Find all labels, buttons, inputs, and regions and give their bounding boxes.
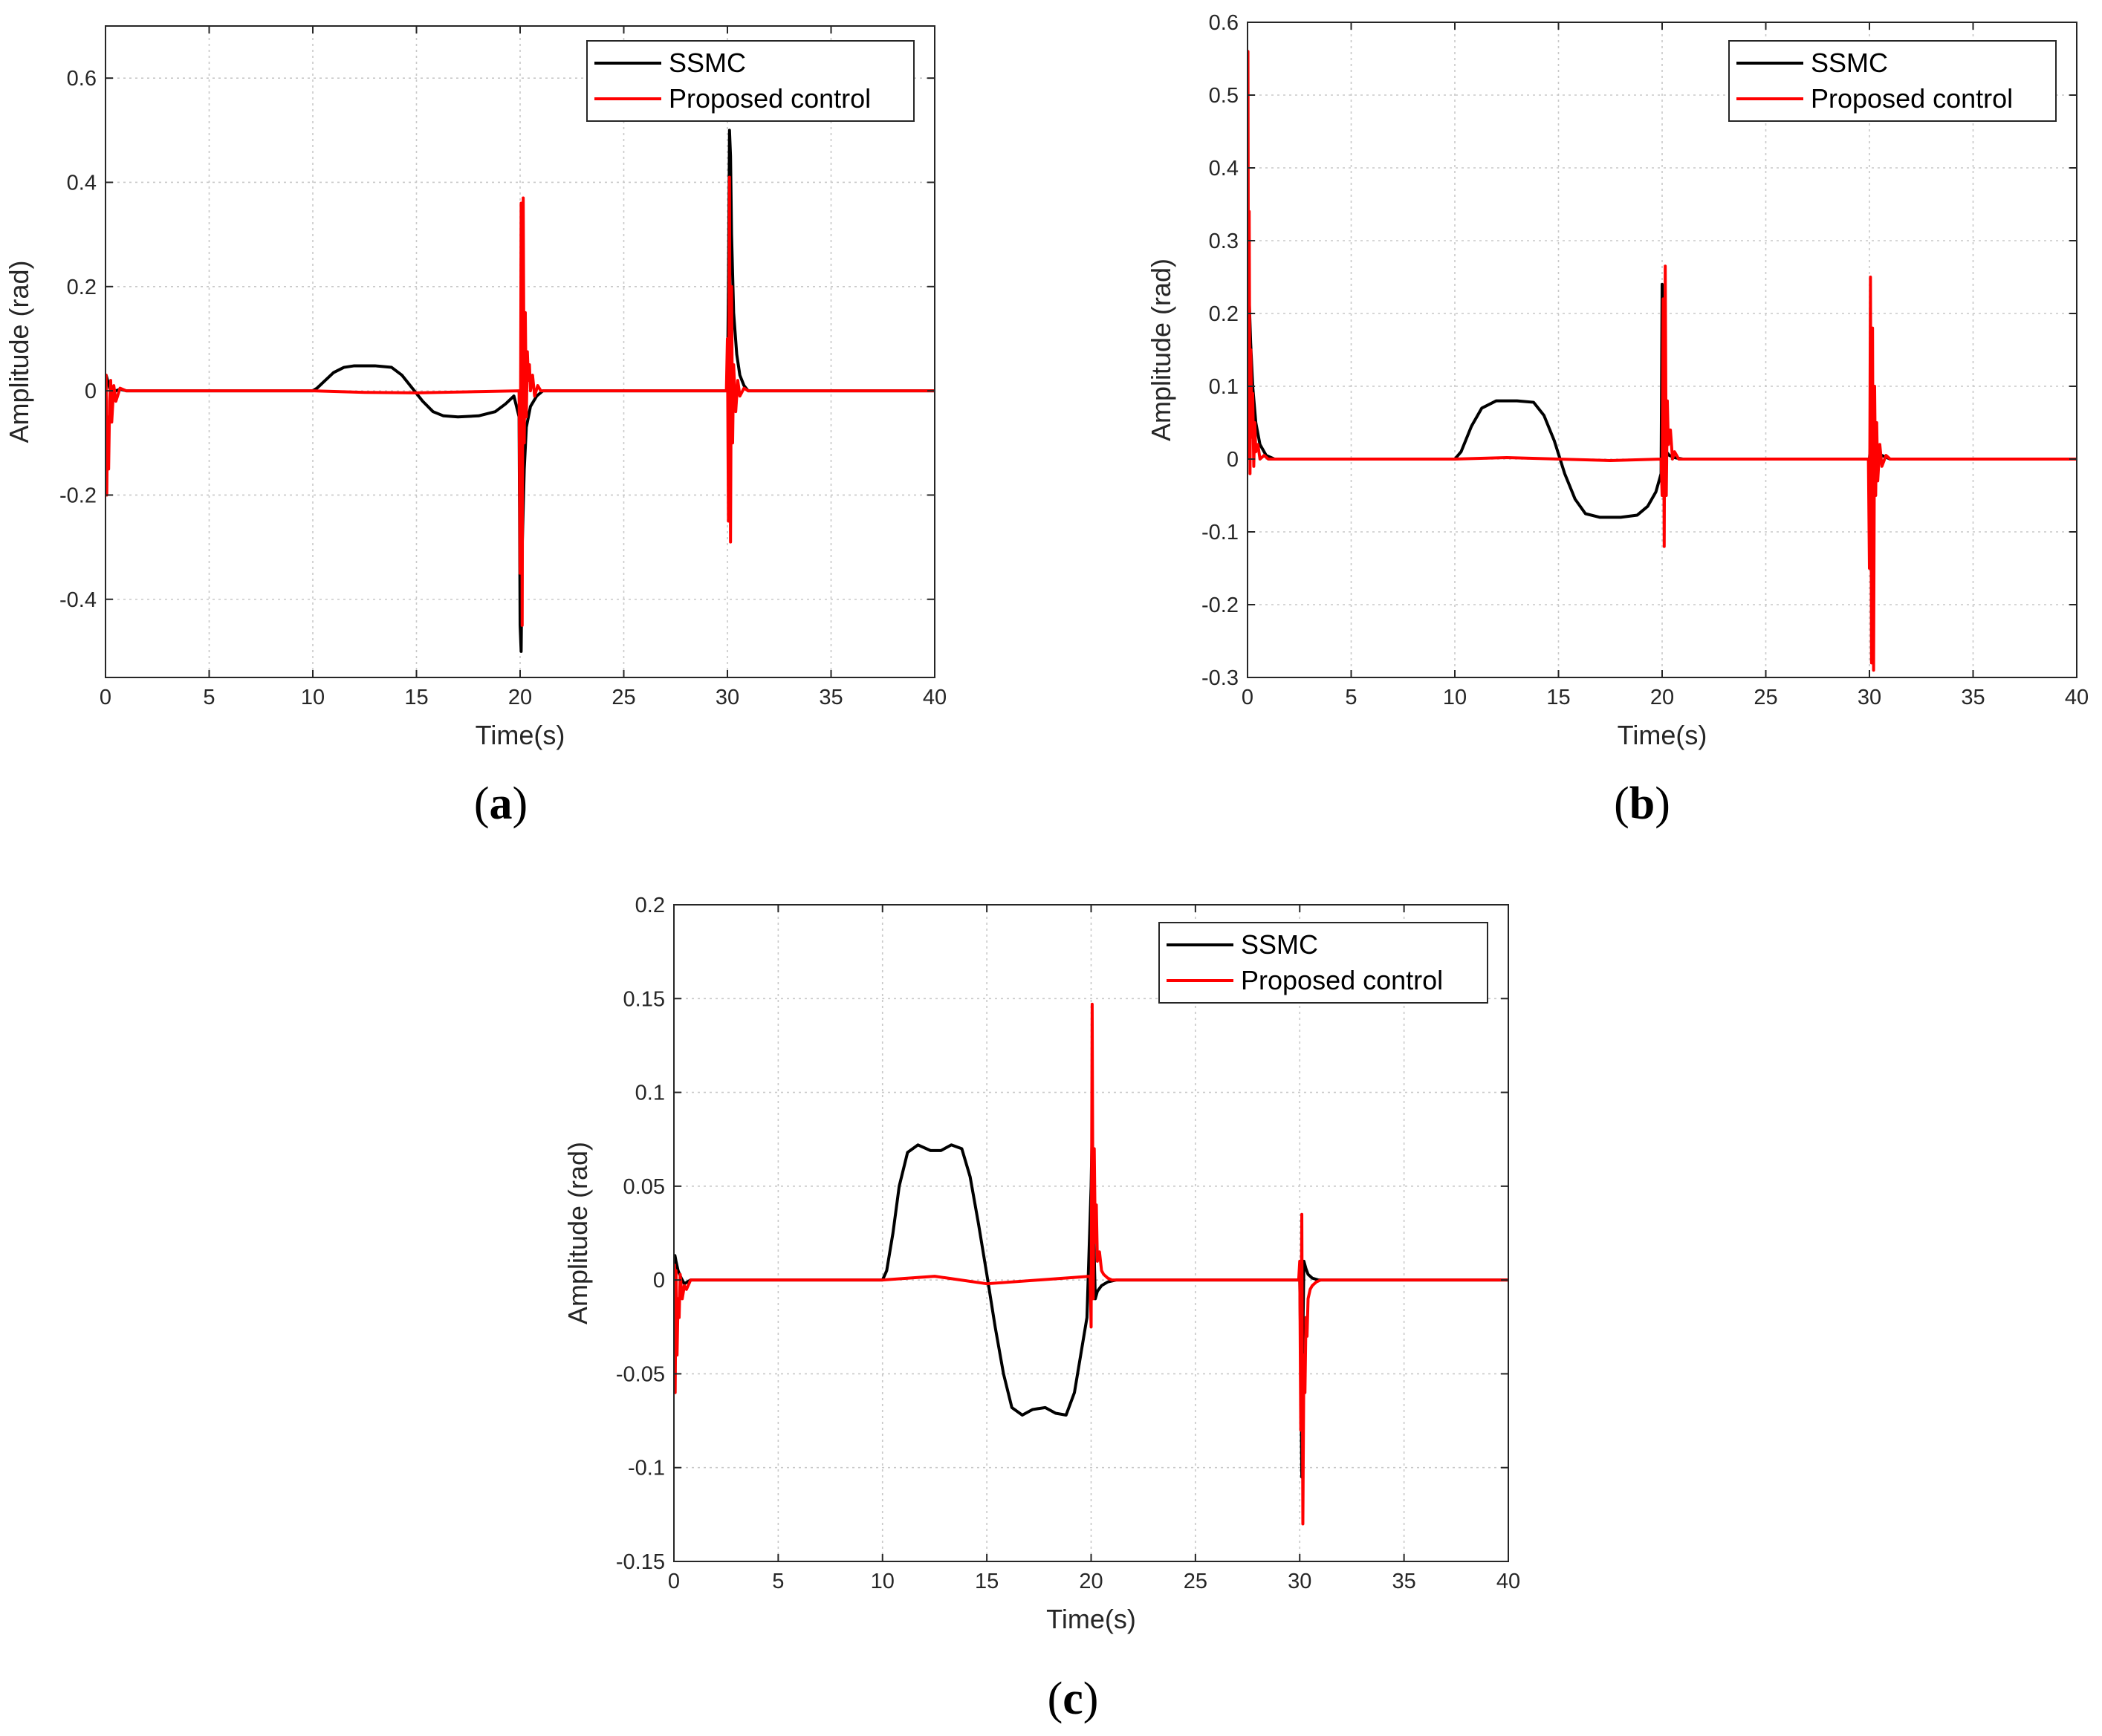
- y-tick-label: 0.1: [1209, 375, 1239, 399]
- x-tick-label: 35: [1961, 686, 1985, 709]
- y-axis-label: Amplitude (rad): [4, 260, 34, 443]
- legend-label: Proposed control: [1241, 965, 1443, 995]
- x-axis-label: Time(s): [1046, 1604, 1136, 1634]
- legend-label: SSMC: [1241, 929, 1318, 960]
- series-line-proposed-control: [1248, 50, 2077, 672]
- y-axis-label: Amplitude (rad): [562, 1142, 593, 1324]
- x-tick-label: 0: [1242, 686, 1253, 709]
- panel-b-caption: (b): [1614, 778, 1670, 829]
- x-tick-label: 35: [819, 686, 843, 709]
- y-tick-label: 0.3: [1209, 230, 1239, 253]
- x-tick-label: 20: [1079, 1570, 1103, 1593]
- x-tick-label: 40: [923, 686, 947, 709]
- y-axis-label: Amplitude (rad): [1146, 259, 1176, 441]
- legend-label: Proposed control: [669, 83, 871, 114]
- y-tick-label: 0: [85, 380, 97, 403]
- x-tick-label: 25: [612, 686, 635, 709]
- y-tick-label: -0.1: [628, 1457, 665, 1480]
- series-line-proposed-control: [106, 175, 935, 627]
- legend-label: SSMC: [669, 48, 746, 78]
- x-tick-label: 10: [871, 1570, 895, 1593]
- panel-c: 0 5 10 15 20 25 30 35 40 -0.15 -0.1 -0.05 0 0.05 0.1 0.…: [562, 894, 1520, 1724]
- plot-b: 0 5 10 15 20 25 30 35 40 -0.3 -0.2 -0.1 0 0.1 0.2 0.3 0.…: [1146, 11, 2089, 750]
- plot-a: 0 5 10 15 20 25 30 35 40 -0.4 -0.2 0 0.2 0.4 0.6 Time(s…: [4, 25, 947, 750]
- panel-b: 0 5 10 15 20 25 30 35 40 -0.3 -0.2 -0.1 0 0.1 0.2 0.3 0.…: [1146, 11, 2089, 829]
- x-axis-label: Time(s): [1618, 720, 1707, 750]
- y-tick-label: -0.1: [1201, 521, 1239, 544]
- plot-c: 0 5 10 15 20 25 30 35 40 -0.15 -0.1 -0.05 0 0.05 0.1 0.…: [562, 894, 1520, 1634]
- y-tick-label: 0.15: [623, 987, 665, 1011]
- x-tick-label: 10: [301, 686, 325, 709]
- legend: SSMC Proposed control: [1158, 922, 1488, 1004]
- y-tick-label: 0.2: [635, 894, 665, 917]
- legend: SSMC Proposed control: [586, 40, 915, 122]
- x-tick-label: 30: [716, 686, 739, 709]
- x-tick-label: 25: [1754, 686, 1777, 709]
- y-tick-label: 0.2: [67, 276, 97, 299]
- x-tick-label: 40: [1496, 1570, 1520, 1593]
- legend-box: [586, 40, 915, 122]
- legend: SSMC Proposed control: [1728, 40, 2057, 122]
- series-line-proposed-control: [674, 1002, 1508, 1526]
- y-tick-label: 0.4: [67, 171, 97, 195]
- x-tick-label: 30: [1858, 686, 1881, 709]
- y-tick-label: -0.15: [616, 1550, 665, 1574]
- y-tick-label: 0.1: [635, 1082, 665, 1105]
- y-tick-label: -0.2: [1201, 594, 1239, 617]
- x-axis-label: Time(s): [476, 720, 565, 750]
- x-tick-label: 30: [1288, 1570, 1311, 1593]
- panel-a: 0 5 10 15 20 25 30 35 40 -0.4 -0.2 0 0.2 0.4 0.6 Time(s…: [4, 25, 947, 829]
- x-tick-label: 0: [668, 1570, 680, 1593]
- x-tick-label: 15: [975, 1570, 999, 1593]
- x-tick-label: 40: [2065, 686, 2089, 709]
- y-tick-label: 0.5: [1209, 84, 1239, 108]
- y-tick-label: 0.2: [1209, 302, 1239, 326]
- y-tick-label: 0.6: [1209, 11, 1239, 35]
- x-tick-label: 5: [203, 686, 215, 709]
- y-tick-label: -0.2: [59, 484, 97, 507]
- legend-label: Proposed control: [1811, 83, 2013, 114]
- x-tick-label: 20: [508, 686, 532, 709]
- y-tick-label: 0.4: [1209, 157, 1239, 181]
- legend-box: [1728, 40, 2057, 122]
- x-tick-label: 25: [1184, 1570, 1207, 1593]
- legend-label: SSMC: [1811, 48, 1888, 78]
- y-tick-label: -0.05: [616, 1362, 665, 1386]
- x-tick-label: 35: [1392, 1570, 1415, 1593]
- y-tick-label: 0.6: [67, 67, 97, 91]
- y-tick-label: 0: [1227, 448, 1239, 472]
- panel-a-caption: (a): [474, 778, 528, 829]
- y-tick-label: -0.3: [1201, 666, 1239, 690]
- legend-box: [1158, 922, 1488, 1004]
- y-tick-label: 0: [653, 1269, 665, 1293]
- x-tick-label: 15: [1546, 686, 1570, 709]
- y-tick-label: -0.4: [59, 588, 97, 612]
- x-tick-label: 0: [100, 686, 111, 709]
- x-tick-label: 10: [1443, 686, 1467, 709]
- x-tick-label: 20: [1650, 686, 1674, 709]
- y-tick-label: 0.05: [623, 1175, 665, 1199]
- x-tick-label: 5: [1345, 686, 1357, 709]
- x-tick-label: 5: [772, 1570, 784, 1593]
- panel-c-caption: (c): [1048, 1674, 1099, 1724]
- x-tick-label: 15: [404, 686, 428, 709]
